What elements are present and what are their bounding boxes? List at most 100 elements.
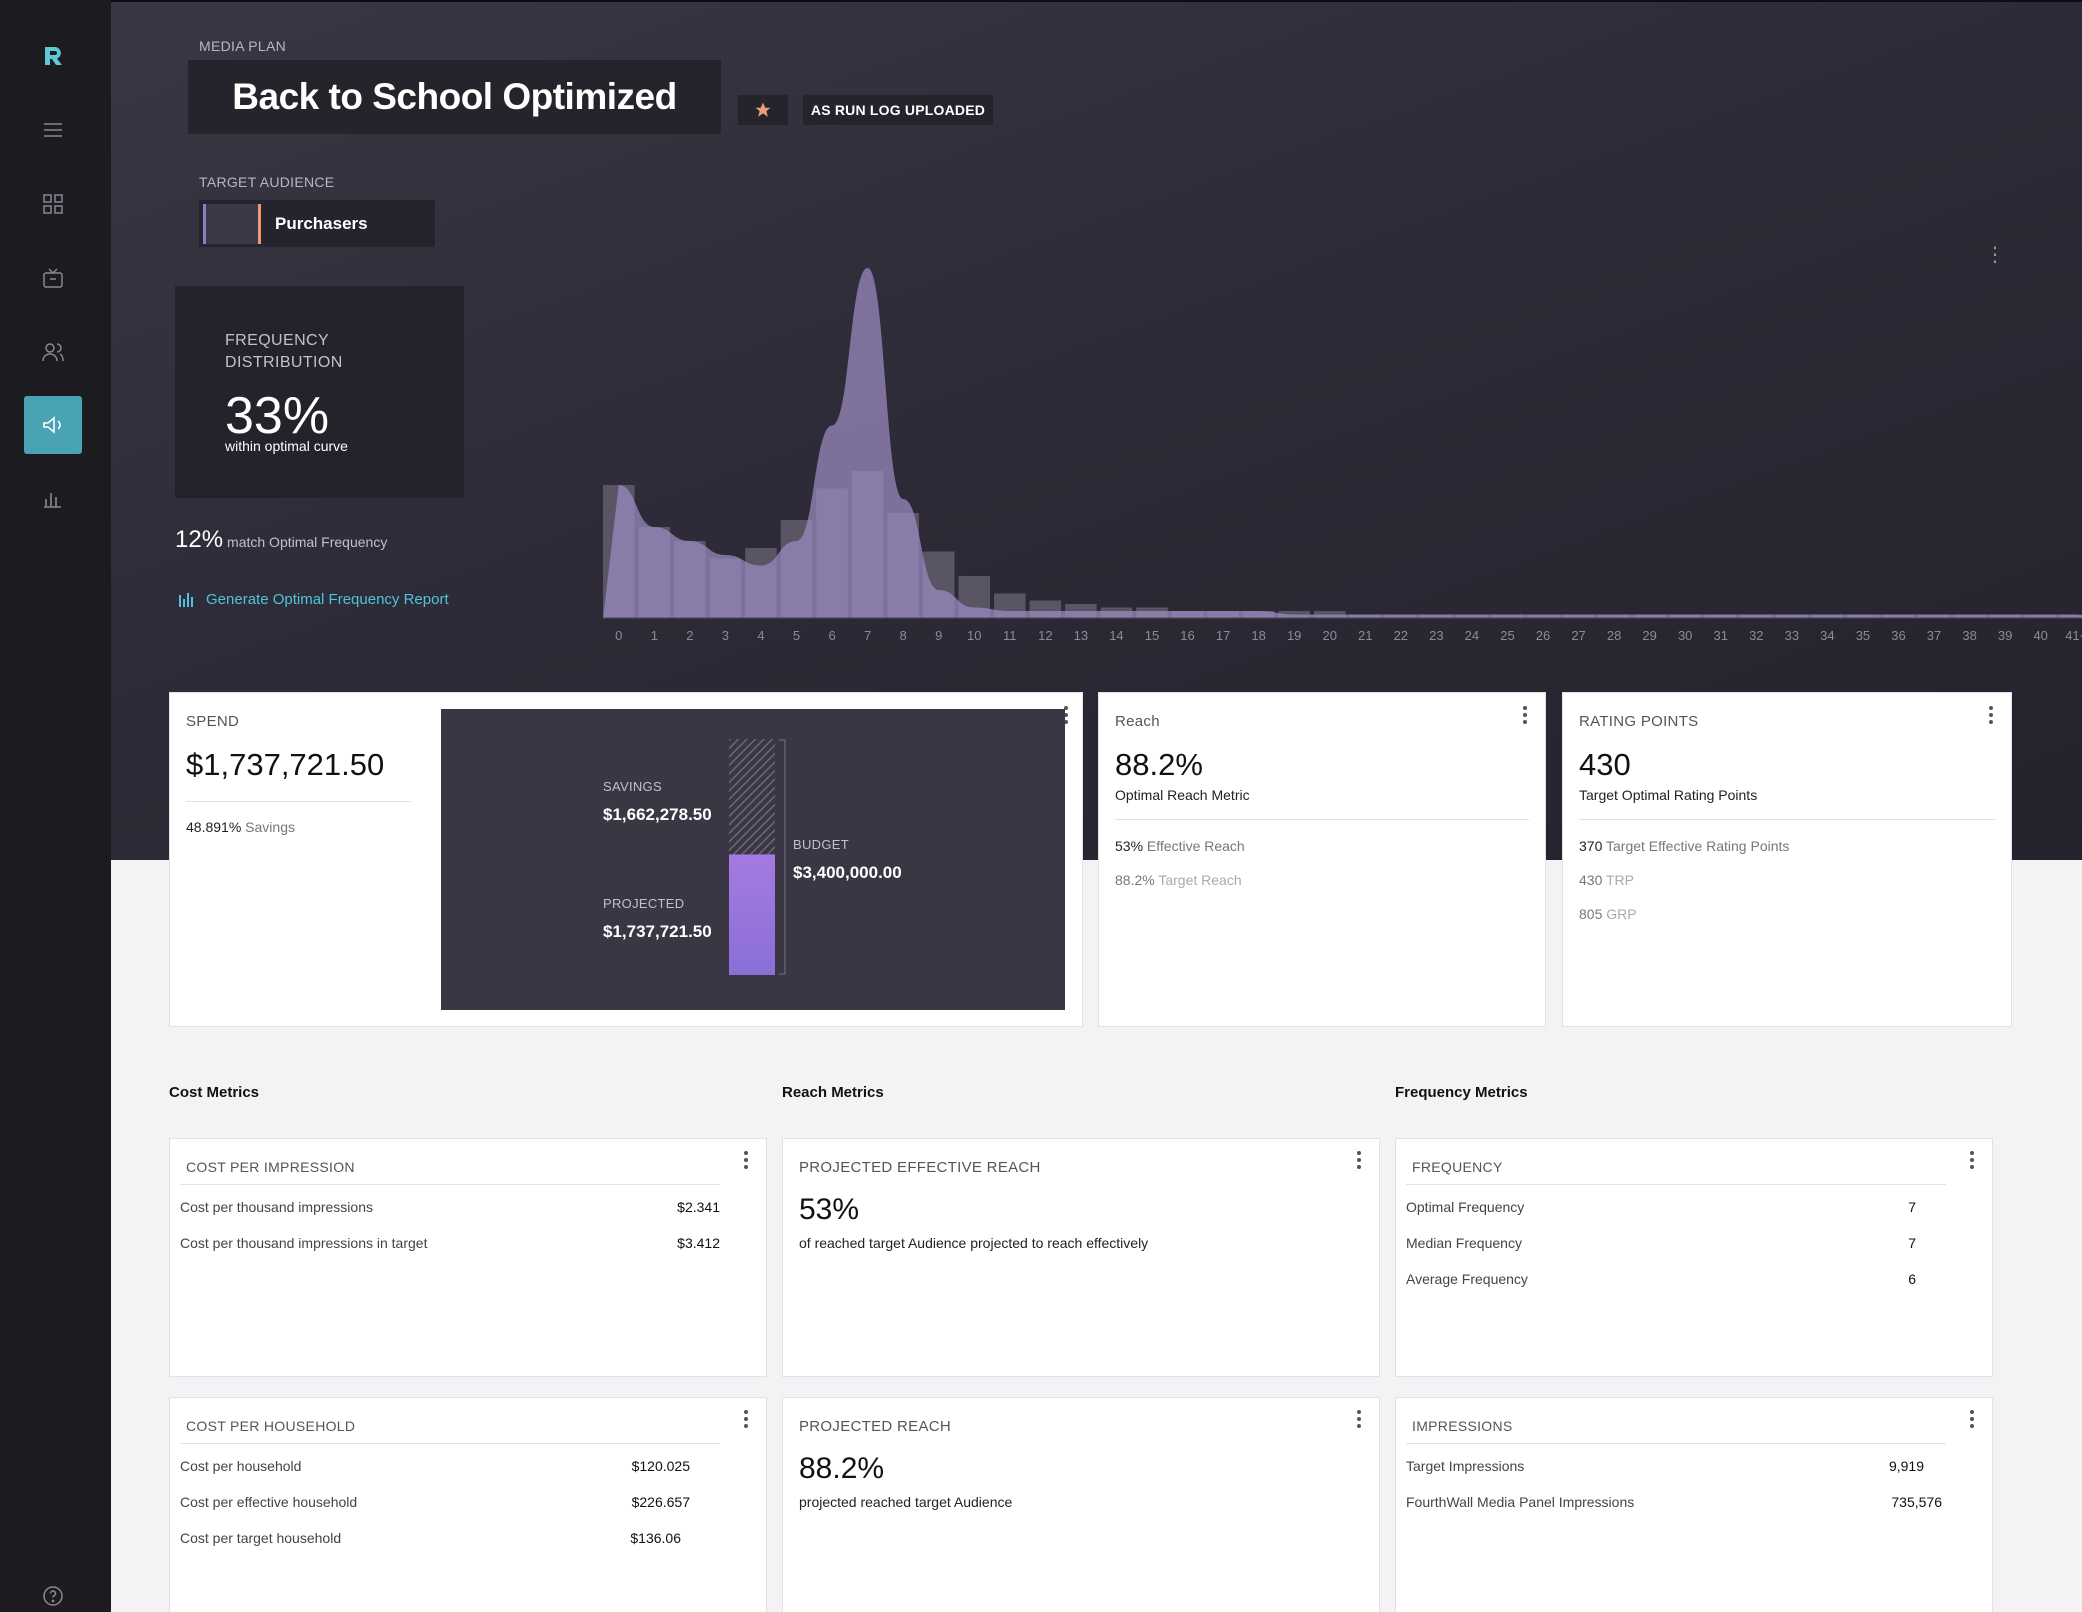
help-icon[interactable] [24,1567,82,1612]
x-tick-label: 21 [1358,628,1372,643]
favorite-button[interactable] [738,95,788,125]
trp-label: TRP [1606,872,1634,888]
rating-subtitle: Target Optimal Rating Points [1579,787,1758,803]
x-tick-label: 22 [1394,628,1408,643]
target-reach: 88.2% Target Reach [1115,872,1242,888]
target-reach-value: 88.2% [1115,872,1155,888]
spend-more-icon[interactable] [1064,706,1070,724]
projected-effective-reach-card: PROJECTED EFFECTIVE REACH 53% of reached… [782,1138,1380,1377]
budget-bracket [779,739,786,975]
projected-reach-card: PROJECTED REACH 88.2% projected reached … [782,1397,1380,1612]
x-tick-label: 15 [1145,628,1159,643]
budget-panel: SAVINGS $1,662,278.50 PROJECTED $1,737,7… [441,709,1065,1010]
budget-value: $3,400,000.00 [793,863,902,882]
x-tick-label: 3 [722,628,729,643]
cph-more-icon[interactable] [744,1410,750,1428]
reach-metrics-heading: Reach Metrics [782,1084,884,1101]
x-tick-label: 25 [1500,628,1514,643]
x-tick-label: 39 [1998,628,2012,643]
per-more-icon[interactable] [1357,1151,1363,1169]
average-frequency-label: Average Frequency [1406,1271,1528,1287]
x-tick-label: 31 [1714,628,1728,643]
x-tick-label: 34 [1820,628,1834,643]
frequency-card: FREQUENCY Optimal Frequency 7 Median Freq… [1395,1138,1993,1377]
budget-title: BUDGET [793,837,849,852]
impressions-more-icon[interactable] [1970,1410,1976,1428]
pr-value: 88.2% [799,1452,885,1485]
rating-value: 430 [1579,747,1631,782]
x-tick-label: 4 [757,628,764,643]
cost-per-impression-card: COST PER IMPRESSION Cost per thousand im… [169,1138,767,1377]
x-tick-label: 16 [1180,628,1194,643]
tv-icon[interactable] [24,249,82,307]
generate-report-label: Generate Optimal Frequency Report [206,590,449,608]
report-icon [179,593,193,607]
x-tick-label: 36 [1891,628,1905,643]
pr-more-icon[interactable] [1357,1410,1363,1428]
menu-icon[interactable] [24,101,82,159]
x-tick-label: 19 [1287,628,1301,643]
plan-title-field[interactable]: Back to School Optimized [188,60,721,134]
cost-metrics-heading: Cost Metrics [169,1084,260,1101]
cpth-row: Cost per target household $136.06 [180,1530,681,1546]
frequency-chart: 0 1 2 3 4 5 6 7 8 9 10 11 12 13 14 15 16 17 18 19 20 21 22 23 24… [603,268,2082,643]
reach-more-icon[interactable] [1523,706,1529,724]
effective-reach-label: Effective Reach [1146,838,1245,854]
audience-icon[interactable] [24,323,82,381]
logo-icon[interactable] [24,27,82,85]
median-frequency-value: 7 [1908,1235,1916,1251]
rating-more-icon[interactable] [1989,706,1995,724]
cpth-value: $136.06 [630,1530,681,1546]
cph-row: Cost per household $120.025 [180,1458,690,1474]
per-subtitle: of reached target Audience projected to … [799,1235,1149,1251]
per-title: PROJECTED EFFECTIVE REACH [799,1159,1041,1176]
x-tick-label: 5 [793,628,800,643]
reach-title: Reach [1115,713,1160,730]
freq-more-icon[interactable] [1970,1151,1976,1169]
x-tick-label: 41+ [2065,628,2082,643]
pr-title: PROJECTED REACH [799,1418,952,1435]
trp-value: 430 [1579,872,1603,888]
cpm-label: Cost per thousand impressions [180,1199,373,1215]
dashboard-icon[interactable] [24,175,82,233]
effective-reach: 53% Effective Reach [1115,838,1245,854]
generate-report-link[interactable]: Generate Optimal Frequency Report [178,590,449,608]
x-tick-label: 33 [1785,628,1799,643]
impressions-title: IMPRESSIONS [1412,1418,1513,1434]
spend-value: $1,737,721.50 [186,747,385,782]
cpm-target-row: Cost per thousand impressions in target $… [180,1235,720,1251]
cpm-target-value: $3.412 [677,1235,720,1251]
rating-points-card: RATING POINTS 430 Target Optimal Rating … [1562,692,2012,1027]
x-tick-label: 18 [1251,628,1265,643]
cpi-title: COST PER IMPRESSION [186,1159,355,1175]
x-tick-label: 38 [1962,628,1976,643]
x-tick-label: 7 [864,628,871,643]
pr-subtitle: projected reached target Audience [799,1494,1013,1510]
freq-dist-title: FREQUENCY DISTRIBUTION [225,332,343,371]
x-tick-label: 1 [651,628,658,643]
x-tick-label: 12 [1038,628,1052,643]
trp-row: 430 TRP [1579,872,1634,888]
savings-title: SAVINGS [603,779,662,794]
cpi-more-icon[interactable] [744,1151,750,1169]
megaphone-icon[interactable] [24,396,82,454]
panel-impressions-row: FourthWall Media Panel Impressions 735,57… [1406,1494,1942,1510]
average-frequency-row: Average Frequency 6 [1406,1271,1916,1287]
freq-dist-subtitle: within optimal curve [225,438,348,454]
impressions-card: IMPRESSIONS Target Impressions 9,919 Four… [1395,1397,1993,1612]
savings-pct: 48.891% [186,819,242,835]
audience-selector[interactable]: Purchasers [199,200,435,247]
optimal-frequency-value: 7 [1908,1199,1916,1215]
x-tick-label: 32 [1749,628,1763,643]
target-reach-label: Target Reach [1158,872,1242,888]
effective-reach-value: 53% [1115,838,1144,854]
bar-chart-icon[interactable] [24,470,82,528]
cost-per-household-card: COST PER HOUSEHOLD Cost per household $12… [169,1397,767,1612]
terp-row: 370 Target Effective Rating Points [1579,838,1789,854]
star-icon [755,102,771,117]
chart-more-icon[interactable]: ⋮ [1985,244,2005,266]
x-tick-label: 17 [1216,628,1230,643]
per-value: 53% [799,1193,860,1226]
x-tick-label: 13 [1074,628,1088,643]
sidebar [0,0,111,1612]
